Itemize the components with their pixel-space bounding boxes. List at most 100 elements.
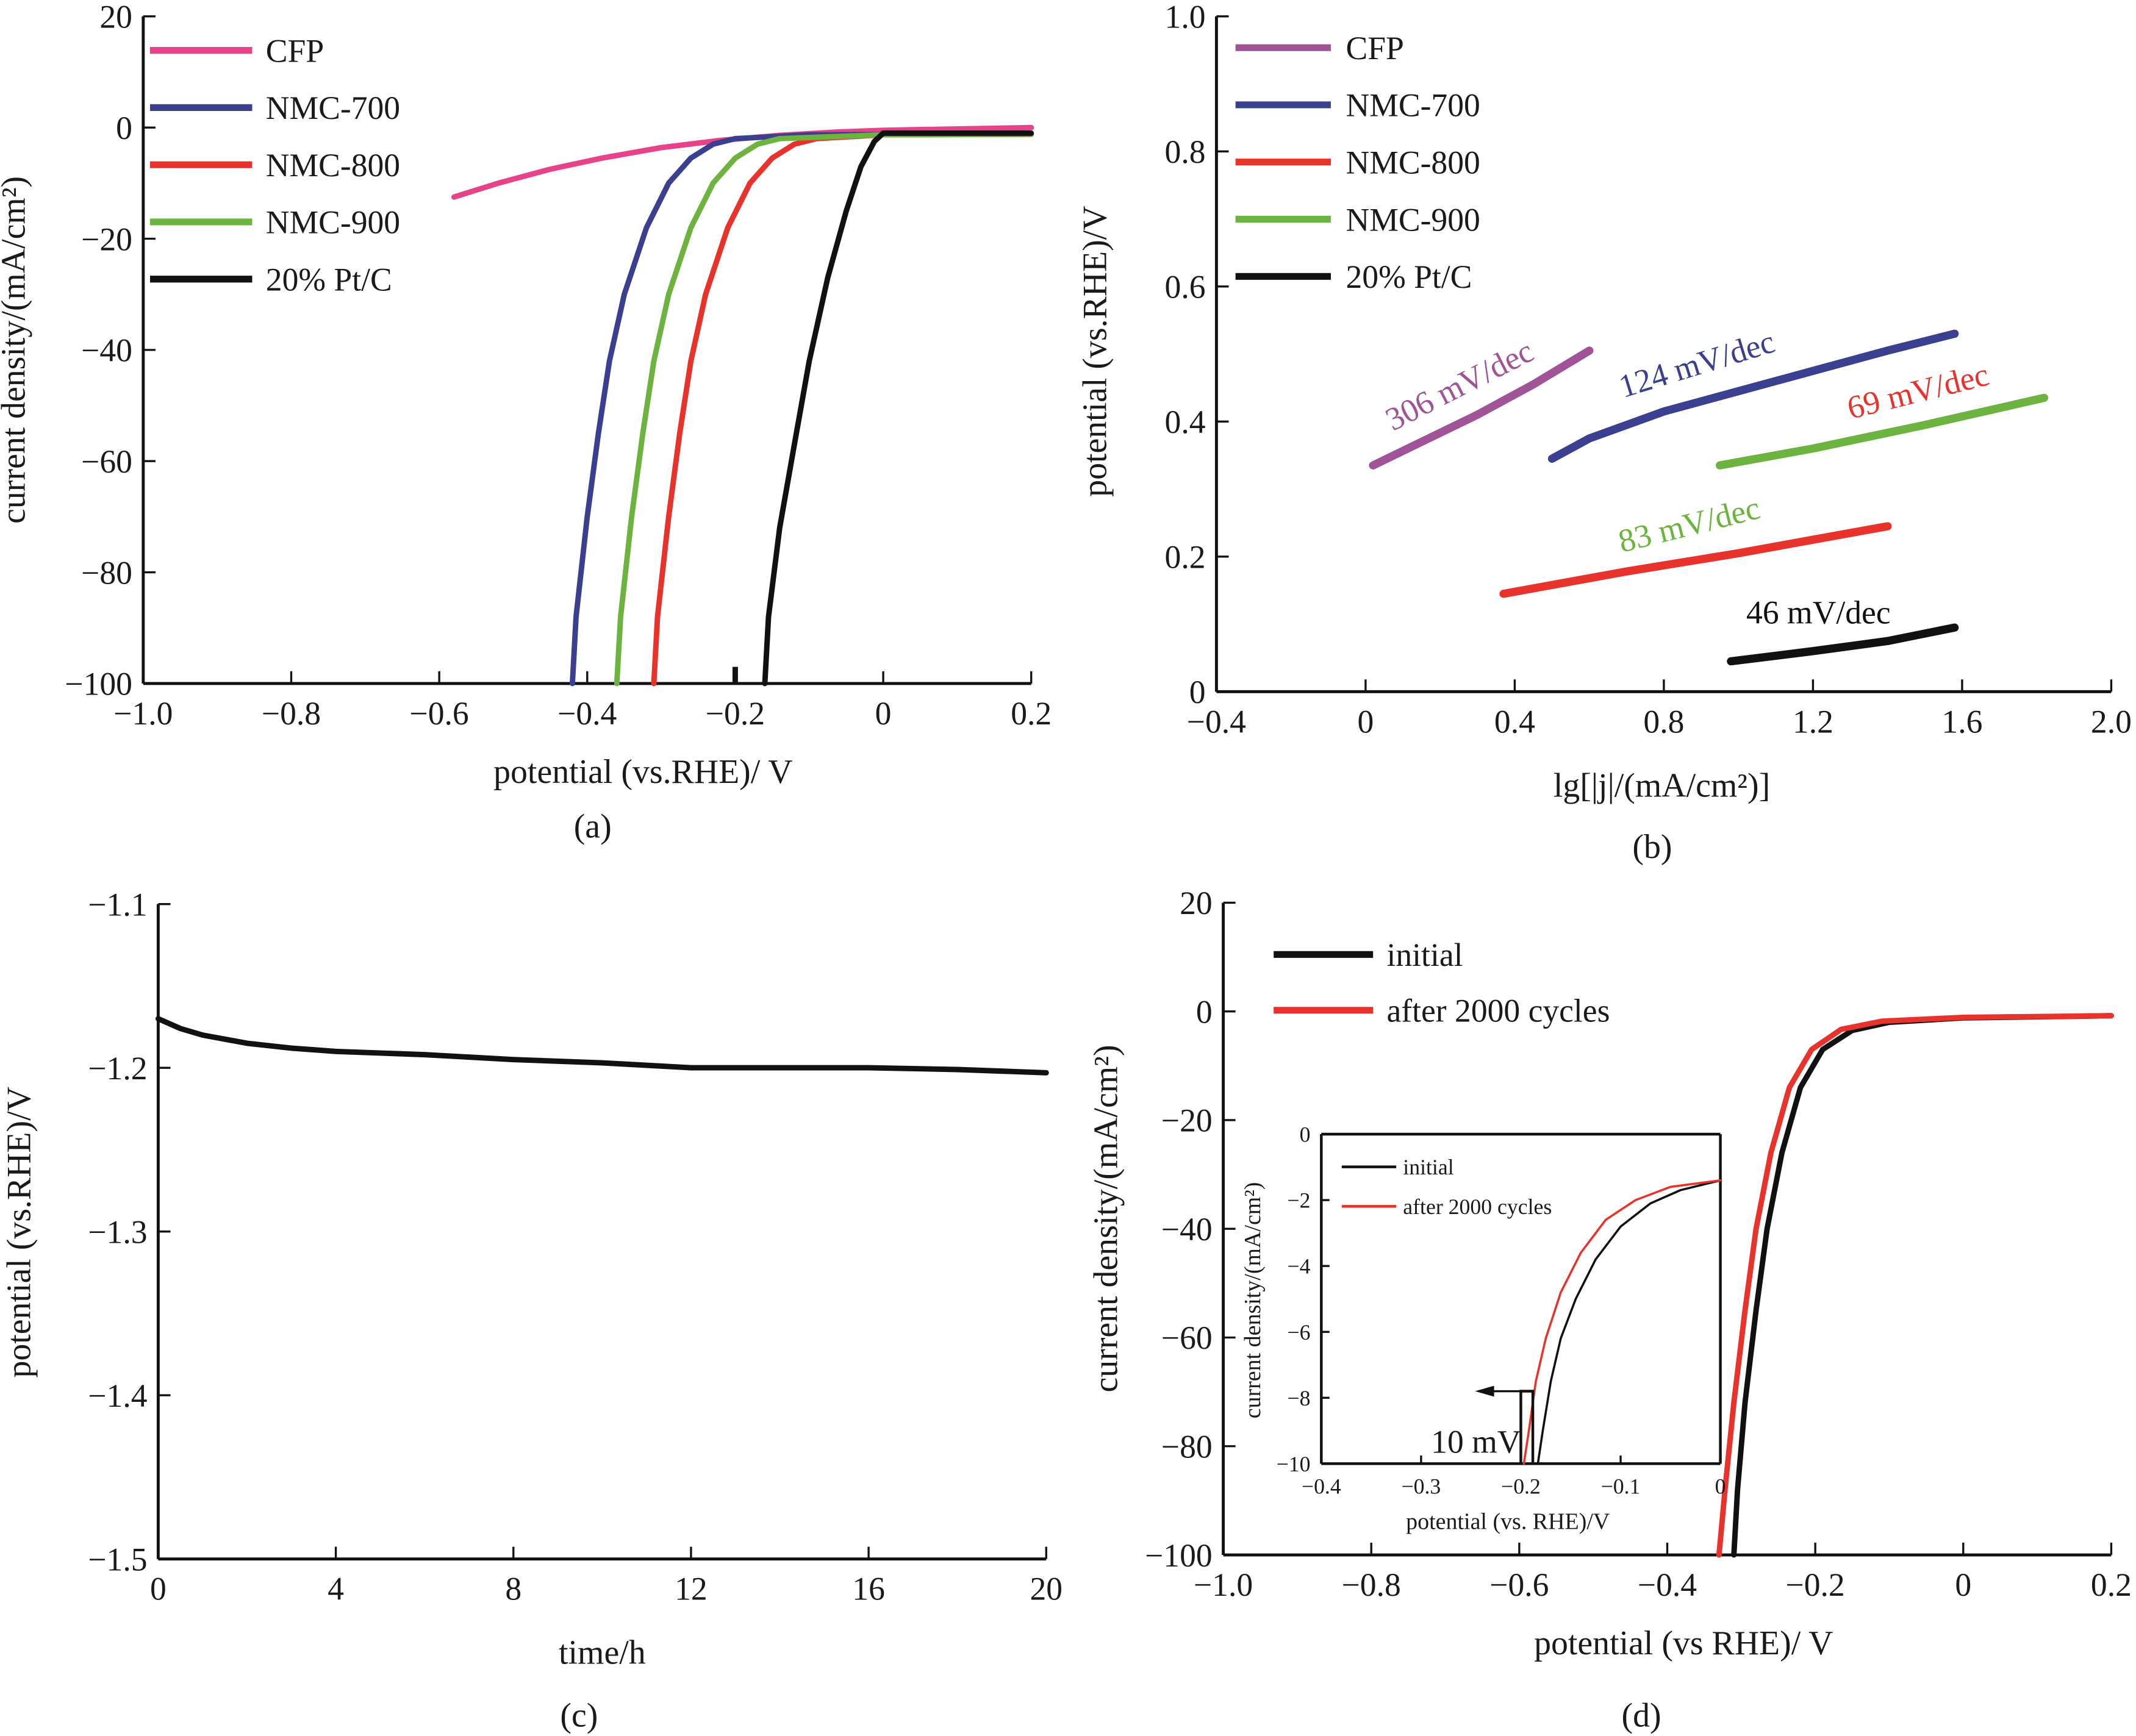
- x-axis-label: lg[|j|/(mA/cm²)]: [1554, 766, 1770, 804]
- arrow-head-icon: [1475, 1385, 1494, 1397]
- x-tick-label: 16: [852, 1571, 885, 1607]
- panel-label: (d): [1622, 1696, 1661, 1734]
- x-tick-label: −1.0: [1194, 1566, 1253, 1603]
- series-line-cfp: [451, 124, 1034, 200]
- y-tick-label: 1.0: [1165, 0, 1206, 35]
- y-tick-label: 0.6: [1165, 269, 1206, 305]
- x-tick-label: −0.6: [410, 695, 469, 732]
- y-tick-label: −100: [65, 666, 132, 702]
- series-line-nmc-900: [1715, 393, 2049, 470]
- x-tick-label: 0.4: [1494, 703, 1535, 740]
- y-tick-label: 0.4: [1165, 404, 1206, 440]
- shift-bracket: [1519, 1390, 1535, 1464]
- legend-label: 20% Pt/C: [266, 262, 392, 298]
- x-tick-label: 8: [505, 1571, 521, 1607]
- legend-label: NMC-900: [1346, 201, 1480, 238]
- x-tick-label: 0: [875, 695, 892, 732]
- y-tick-label: −40: [1161, 1211, 1213, 1248]
- legend-label: NMC-700: [266, 90, 400, 126]
- y-tick-label: −40: [81, 332, 132, 369]
- y-axis-label: current density/(mA/cm²): [1240, 1182, 1266, 1419]
- x-axis-label: potential (vs RHE)/ V: [1534, 1624, 1833, 1662]
- y-tick-label: 0.2: [1165, 539, 1206, 576]
- y-tick-label: −80: [1161, 1429, 1213, 1465]
- x-tick-label: −0.6: [1489, 1566, 1549, 1603]
- x-tick-label: 0: [1357, 703, 1374, 740]
- x-axis-label: potential (vs.RHE)/ V: [493, 753, 792, 791]
- x-tick-label: −0.2: [1501, 1474, 1541, 1499]
- y-tick-label: −1.2: [88, 1050, 147, 1087]
- legend-label: NMC-800: [1346, 144, 1480, 180]
- legend-label: after 2000 cycles: [1403, 1195, 1552, 1219]
- x-tick-label: 4: [328, 1571, 344, 1607]
- chart-panel-c: 0 4 8 12 16 20 −1.1 −1.2 −1.3 −1.4 −1.5 time/h poten…: [0, 886, 1063, 1734]
- x-tick-label: 0.8: [1643, 703, 1684, 740]
- y-tick-label: −20: [81, 221, 132, 257]
- series-line-nmc-700: [1547, 329, 1959, 463]
- legend-label: NMC-800: [266, 147, 400, 184]
- y-tick-label: −2: [1287, 1188, 1310, 1213]
- legend: initial after 2000 cycles: [1274, 937, 1610, 1029]
- x-tick-label: −1.0: [113, 695, 173, 732]
- x-tick-label: −0.1: [1601, 1474, 1641, 1499]
- x-tick-label: −0.2: [706, 695, 765, 732]
- series-line-nmc-900: [614, 131, 1034, 687]
- y-tick-label: −8: [1287, 1386, 1310, 1410]
- y-axis-label: potential (vs.RHE)/V: [1077, 205, 1114, 496]
- shift-annotation: 10 mV: [1431, 1424, 1521, 1460]
- panel-label: (b): [1632, 828, 1672, 866]
- y-tick-label: −100: [1145, 1537, 1213, 1574]
- y-axis-label: current density/(mA/cm²): [1087, 1045, 1125, 1392]
- series-line-nmc-700: [569, 131, 1034, 687]
- legend-label: 20% Pt/C: [1346, 259, 1472, 295]
- x-tick-label: −0.4: [1638, 1566, 1697, 1603]
- x-tick-label: 0.2: [1011, 695, 1052, 732]
- y-tick-label: −6: [1287, 1320, 1310, 1345]
- series-line-after-2000-cycles: [1522, 1179, 1722, 1465]
- panel-label: (c): [560, 1696, 598, 1734]
- y-tick-label: 0.8: [1165, 134, 1206, 170]
- x-tick-label: 0: [1955, 1566, 1971, 1603]
- y-tick-label: −60: [1161, 1320, 1213, 1356]
- x-tick-label: 0.2: [2091, 1566, 2132, 1603]
- y-tick-label: −20: [1161, 1102, 1213, 1139]
- y-axis-label: potential (vs.RHE)/V: [0, 1087, 38, 1377]
- chart-panel-a: −1.0 −0.8 −0.6 −0.4 −0.2 0 0.2 20 0 −20 −40 −60 −80 −…: [0, 0, 1052, 845]
- x-tick-label: −0.4: [1302, 1474, 1341, 1499]
- series-line-20-pt-c: [762, 130, 1034, 687]
- chart-panel-b: −0.4 0 0.4 0.8 1.2 1.6 2.000.20.40.60.81.0CFPN…: [1077, 0, 2132, 866]
- x-tick-label: −0.8: [1342, 1566, 1401, 1603]
- y-tick-label: −1.3: [88, 1213, 147, 1250]
- legend: CFP NMC-700 NMC-800 NMC-900 20% Pt/C: [1235, 30, 1480, 295]
- series-line-20-pt-c: [1727, 623, 1959, 666]
- y-tick-label: 0: [1189, 674, 1206, 710]
- x-tick-label: −0.4: [557, 695, 617, 732]
- legend-label: NMC-900: [266, 204, 400, 241]
- x-axis-label: time/h: [559, 1634, 646, 1672]
- legend-label: after 2000 cycles: [1387, 993, 1610, 1029]
- y-tick-label: −4: [1287, 1254, 1310, 1279]
- x-tick-label: 0: [150, 1571, 167, 1607]
- y-tick-label: −60: [81, 443, 132, 480]
- x-axis-label: potential (vs. RHE)/V: [1406, 1509, 1610, 1535]
- x-tick-label: 1.6: [1941, 703, 1982, 740]
- legend: initial after 2000 cycles: [1341, 1155, 1552, 1219]
- series-line-after-2000-cycles: [1716, 1013, 2114, 1558]
- y-tick-label: −80: [81, 554, 132, 591]
- y-tick-label: 20: [99, 0, 132, 35]
- y-tick-label: 0: [116, 110, 132, 146]
- panel-label: (a): [574, 807, 612, 845]
- legend: CFP NMC-700 NMC-800 NMC-900 20% Pt/C: [149, 32, 400, 298]
- y-tick-label: −1.1: [88, 886, 147, 923]
- slope-label: 46 mV/dec: [1746, 595, 1891, 631]
- chart-panel-d-inset: −0.4 −0.3 −0.2 −0.1 0 0 −2 −4 −6 −8 −10 initial afte…: [1240, 1123, 1726, 1535]
- x-tick-label: −0.4: [1187, 703, 1246, 740]
- series-line-nmc-800: [1499, 522, 1892, 598]
- y-tick-label: 0: [1300, 1123, 1311, 1147]
- legend-label: CFP: [1346, 30, 1404, 66]
- legend-label: NMC-700: [1346, 87, 1480, 124]
- series-line-initial: [1536, 1179, 1722, 1465]
- x-tick-label: 2.0: [2091, 703, 2132, 740]
- series-line-chronopotentiometry: [155, 1016, 1049, 1076]
